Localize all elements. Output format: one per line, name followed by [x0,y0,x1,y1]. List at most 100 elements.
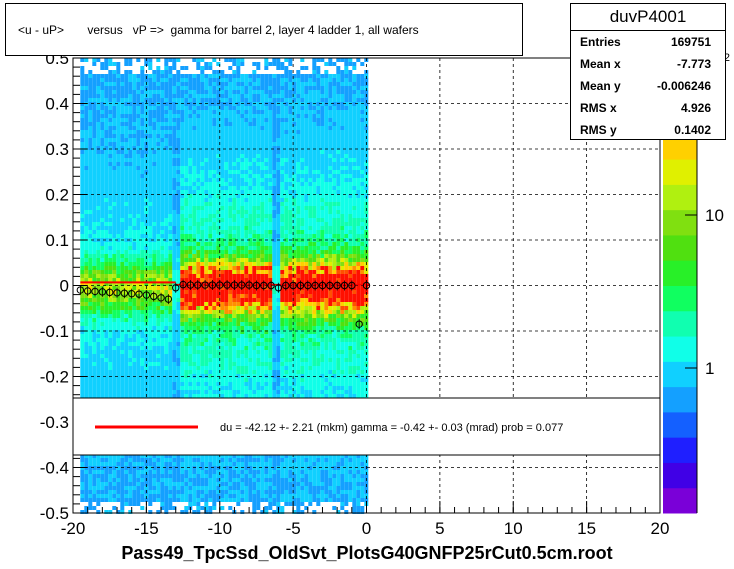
heatmap-cell [140,198,145,202]
heatmap-cell [96,202,101,206]
heatmap-cell [200,298,205,302]
heatmap-cell [228,326,233,330]
heatmap-cell [156,286,161,290]
heatmap-cell [168,182,173,186]
heatmap-cell [184,462,189,466]
heatmap-cell [180,170,185,174]
heatmap-cell [236,266,241,270]
heatmap-cell [116,330,121,334]
heatmap-cell [172,490,177,494]
heatmap-cell [124,214,129,218]
heatmap-cell [268,74,273,78]
heatmap-cell [88,462,93,466]
heatmap-cell [216,498,221,502]
heatmap-cell [96,142,101,146]
heatmap-cell [256,342,261,346]
heatmap-cell [216,470,221,474]
heatmap-cell [132,142,137,146]
heatmap-cell [196,466,201,470]
heatmap-cell [236,90,241,94]
heatmap-cell [236,154,241,158]
heatmap-cell [220,266,225,270]
heatmap-cell [184,202,189,206]
heatmap-cell [216,202,221,206]
heatmap-cell [156,214,161,218]
heatmap-cell [236,70,241,74]
heatmap-cell [260,478,265,482]
heatmap-cell [160,498,165,502]
heatmap-cell [108,298,113,302]
heatmap-cell [248,306,253,310]
heatmap-cell [140,182,145,186]
heatmap-cell [192,94,197,98]
heatmap-cell [136,74,141,78]
heatmap-cell [136,502,141,506]
heatmap-cell [212,502,217,506]
heatmap-cell [188,94,193,98]
heatmap-cell [92,210,97,214]
heatmap-cell [128,482,133,486]
heatmap-cell [148,470,153,474]
heatmap-cell [148,114,153,118]
heatmap-cell [124,350,129,354]
heatmap-cell [156,206,161,210]
heatmap-cell [92,330,97,334]
heatmap-cell [164,162,169,166]
heatmap-cell [236,146,241,150]
heatmap-cell [212,246,217,250]
heatmap-cell [180,206,185,210]
heatmap-cell [236,74,241,78]
heatmap-cell [244,318,249,322]
heatmap-cell [136,162,141,166]
heatmap-cell [228,78,233,82]
heatmap-cell [160,310,165,314]
heatmap-cell [132,358,137,362]
heatmap-cell [228,294,233,298]
heatmap-cell [128,454,133,458]
heatmap-cell [196,214,201,218]
heatmap-cell [128,510,133,514]
heatmap-cell [232,78,237,82]
heatmap-cell [124,126,129,130]
heatmap-cell [172,390,177,394]
heatmap-cell [160,350,165,354]
heatmap-cell [128,242,133,246]
heatmap-cell [140,306,145,310]
heatmap-cell [220,462,225,466]
heatmap-cell [140,246,145,250]
heatmap-cell [244,158,249,162]
heatmap-cell [200,254,205,258]
heatmap-cell [208,294,213,298]
heatmap-cell [212,198,217,202]
heatmap-cell [208,346,213,350]
heatmap-cell [148,370,153,374]
heatmap-cell [84,274,89,278]
heatmap-cell [188,166,193,170]
heatmap-cell [260,294,265,298]
heatmap-cell [208,510,213,514]
heatmap-cell [120,494,125,498]
heatmap-cell [84,130,89,134]
heatmap-cell [248,458,253,462]
heatmap-cell [88,258,93,262]
heatmap-cell [124,118,129,122]
heatmap-cell [152,206,157,210]
heatmap-cell [164,314,169,318]
heatmap-cell [160,86,165,90]
heatmap-cell [120,386,125,390]
heatmap-cell [144,78,149,82]
heatmap-cell [232,134,237,138]
heatmap-cell [104,494,109,498]
heatmap-cell [140,342,145,346]
heatmap-cell [208,374,213,378]
heatmap-cell [148,234,153,238]
heatmap-cell [264,390,269,394]
heatmap-cell [84,462,89,466]
heatmap-cell [224,330,229,334]
heatmap-cell [264,498,269,502]
heatmap-cell [216,134,221,138]
heatmap-cell [200,346,205,350]
heatmap-cell [156,382,161,386]
heatmap-cell [80,86,85,90]
heatmap-cell [184,394,189,398]
